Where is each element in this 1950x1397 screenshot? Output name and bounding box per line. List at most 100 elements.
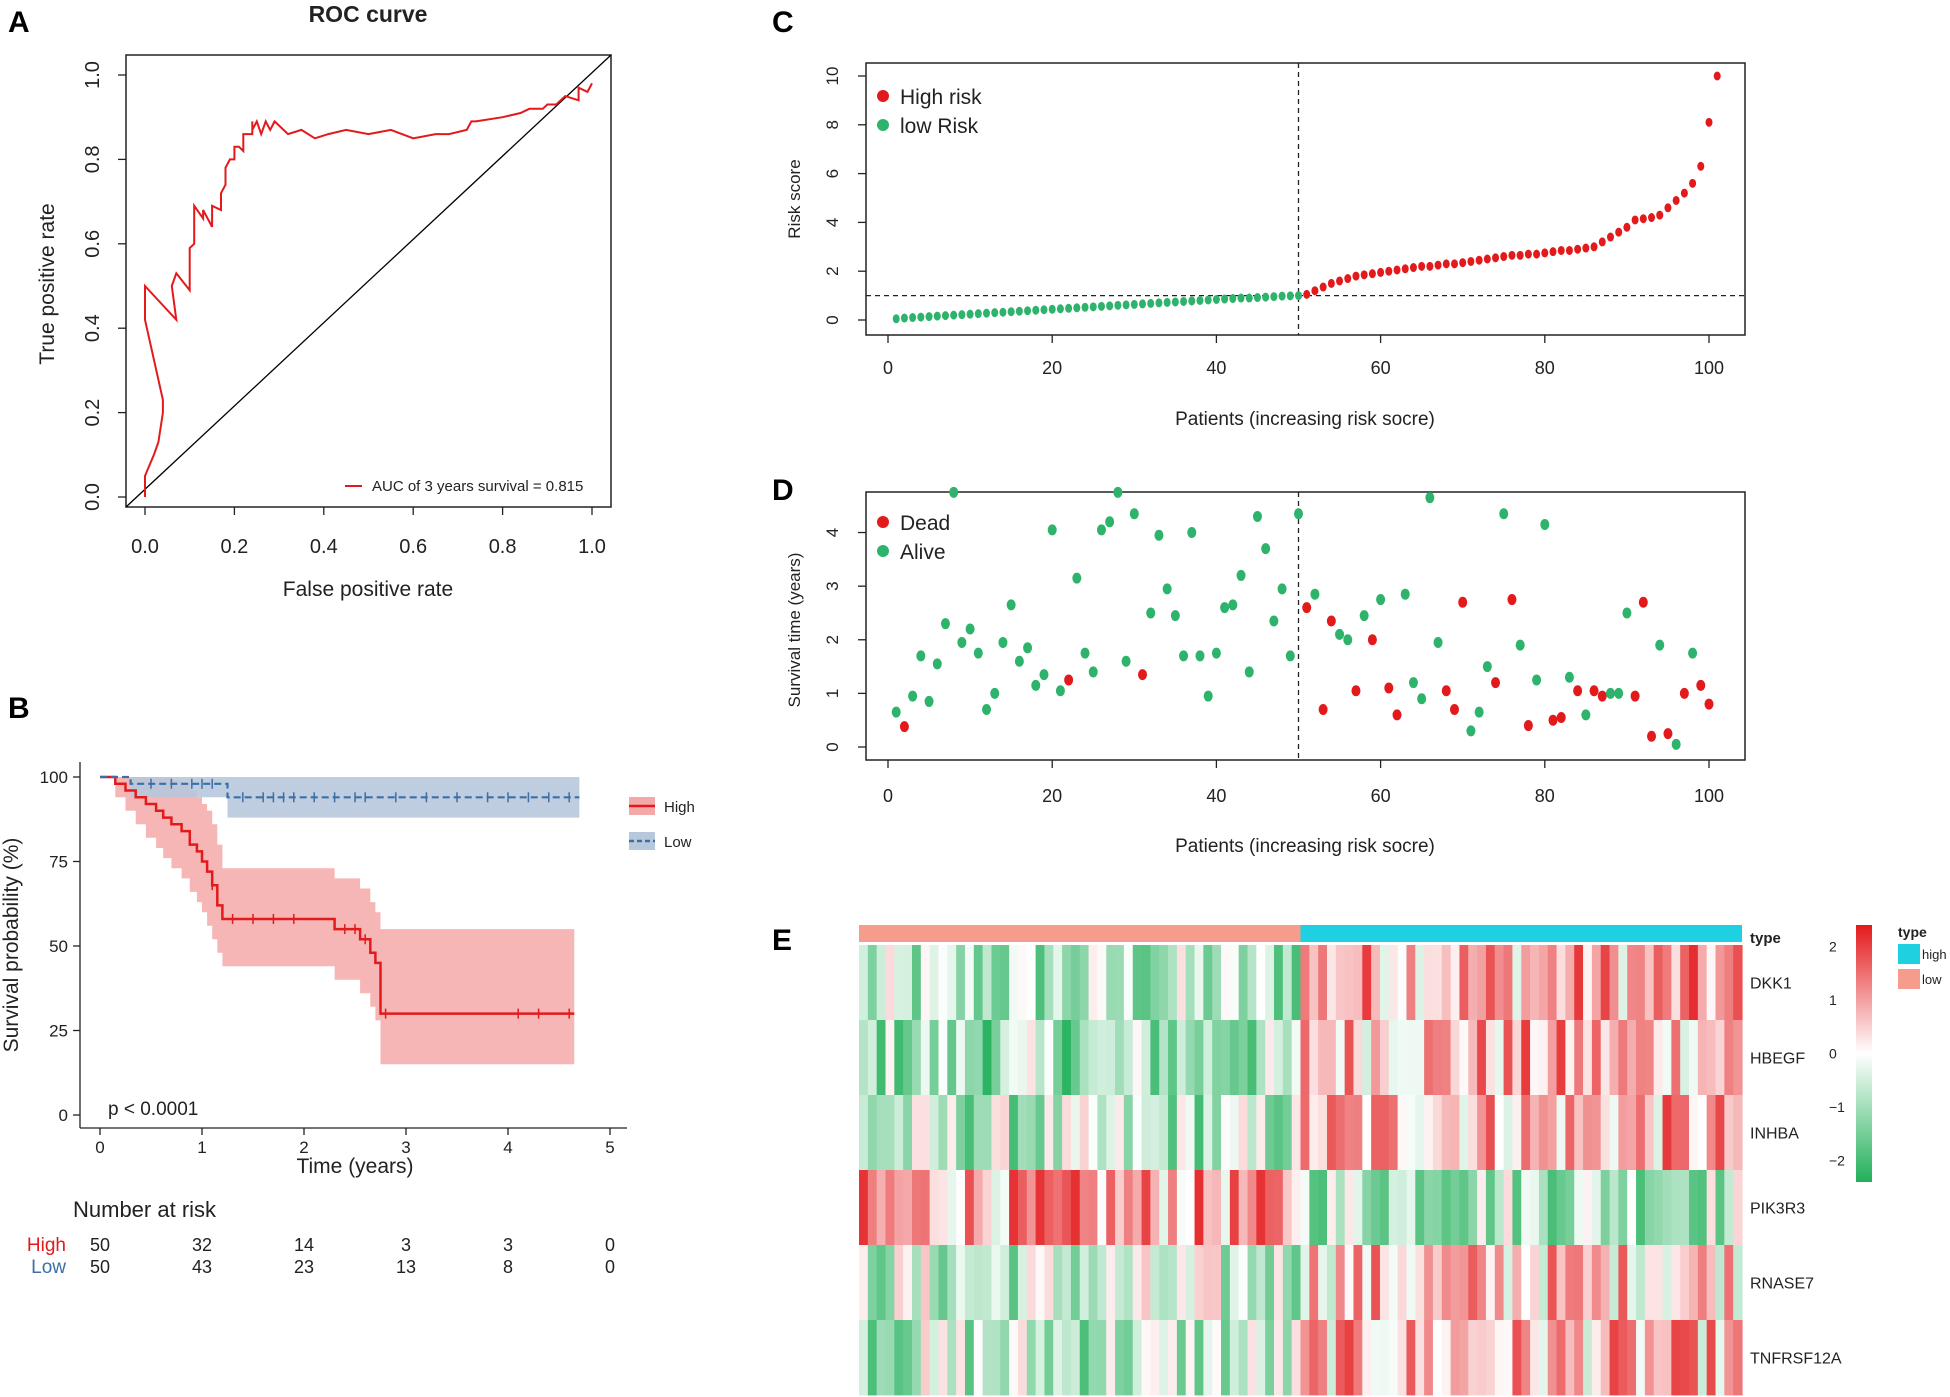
survival-point-dead: [1318, 703, 1328, 715]
heatmap-cell: [1000, 1170, 1010, 1246]
survival-point-alive: [1400, 588, 1410, 600]
heatmap-cell: [885, 1245, 895, 1321]
heatmap-cell: [1618, 1095, 1628, 1171]
heatmap-cell: [1574, 1170, 1584, 1246]
heatmap-cell: [1062, 1170, 1072, 1246]
heatmap-cell: [1371, 1170, 1381, 1246]
roc-y-tick-label: 0.6: [82, 230, 104, 258]
riskscore-point: [1393, 265, 1401, 275]
heatmap-cell: [1565, 1320, 1575, 1396]
risk-count-low: 23: [294, 1257, 314, 1277]
riskscore-point: [1344, 274, 1352, 284]
survival-y-label: Survival time (years): [785, 553, 804, 708]
heatmap-cell: [1441, 1095, 1452, 1171]
heatmap-cell: [1653, 945, 1664, 1021]
heatmap-cell: [1238, 945, 1249, 1021]
heatmap-cell: [1362, 945, 1372, 1021]
survival-point-dead: [1351, 685, 1361, 697]
heatmap-cell: [911, 1320, 922, 1396]
heatmap-cell: [1618, 945, 1628, 1021]
heatmap-cell: [1026, 1170, 1037, 1246]
survival-point-dead: [1679, 687, 1689, 699]
km-y-ticks: 0 25 50 75 100: [40, 768, 80, 1125]
survival-legend-dead-label: Dead: [900, 512, 950, 535]
heatmap-cell: [1406, 1170, 1416, 1246]
heatmap-cell: [1035, 1095, 1046, 1171]
heatmap-cell: [1123, 1320, 1134, 1396]
heatmap-scale-ticks: 2 1 0 −1 −2: [1829, 938, 1845, 1168]
heatmap-cell: [1238, 1170, 1249, 1246]
survival-point-alive: [1088, 666, 1098, 678]
riskscore-point: [1204, 295, 1212, 305]
heatmap-cell: [1256, 1320, 1266, 1396]
heatmap-cell: [1362, 1245, 1372, 1321]
heatmap-cell: [1733, 945, 1743, 1021]
heatmap-cell: [1203, 1095, 1213, 1171]
heatmap-cell: [1300, 945, 1310, 1021]
heatmap-cell: [1556, 945, 1566, 1021]
heatmap-cell: [1397, 945, 1408, 1021]
riskscore-point: [1065, 303, 1073, 313]
heatmap-cell: [1512, 1170, 1522, 1246]
survival-point-dead: [1704, 698, 1714, 710]
heatmap-cell: [1706, 1095, 1717, 1171]
heatmap-cell: [1432, 1095, 1443, 1171]
heatmap-cell: [1256, 1170, 1266, 1246]
heatmap-cell: [1344, 1020, 1355, 1096]
heatmap-cell: [1397, 1320, 1408, 1396]
heatmap-legend-title: type: [1898, 924, 1927, 940]
survival-point-alive: [1105, 516, 1115, 528]
risk-count-high: 50: [90, 1235, 110, 1255]
heatmap-cell: [1627, 1170, 1637, 1246]
heatmap-cell: [1636, 1020, 1646, 1096]
roc-y-tick-label: 0.8: [82, 145, 104, 173]
riskscore-point: [1212, 295, 1220, 305]
survival-x-tick-label: 100: [1694, 786, 1724, 806]
heatmap-cell: [1627, 1320, 1637, 1396]
survival-point-alive: [1310, 588, 1320, 600]
riskscore-point: [1360, 270, 1368, 280]
survival-plot-frame: [865, 491, 1746, 761]
heatmap-cell: [1212, 945, 1222, 1021]
heatmap-cell: [1574, 1020, 1584, 1096]
heatmap-cell: [1035, 1320, 1046, 1396]
riskscore-point: [1418, 261, 1426, 271]
heatmap-cell: [1379, 1245, 1390, 1321]
heatmap-cell: [1706, 945, 1717, 1021]
riskscore-point: [1319, 282, 1327, 292]
survival-point-alive: [1408, 677, 1418, 689]
heatmap-cell: [1247, 1320, 1257, 1396]
heatmap-cell: [1291, 1320, 1302, 1396]
heatmap-cell: [867, 1245, 878, 1321]
survival-point-alive: [1228, 599, 1238, 611]
heatmap-cell: [1556, 1320, 1566, 1396]
survival-point-alive: [1031, 679, 1041, 691]
riskscore-x-axis: 0 20 40 60 80 100: [883, 335, 1724, 378]
heatmap-cell: [1132, 1020, 1143, 1096]
heatmap-cell: [1291, 945, 1302, 1021]
heatmap-cell: [1168, 1170, 1178, 1246]
heatmap-cell: [1150, 1245, 1160, 1321]
heatmap-cell: [964, 1245, 975, 1321]
survival-point-alive: [998, 636, 1008, 648]
heatmap-cell: [1503, 1320, 1514, 1396]
heatmap-cell: [1335, 1170, 1346, 1246]
heatmap-cell: [1079, 945, 1090, 1021]
heatmap-cell: [1450, 1095, 1461, 1171]
riskscore-point: [1336, 276, 1344, 286]
heatmap-cell: [1088, 1320, 1099, 1396]
heatmap-cell: [1282, 1020, 1293, 1096]
heatmap-cell: [991, 1020, 1001, 1096]
survival-point-alive: [1039, 669, 1049, 681]
heatmap-cell: [1203, 1245, 1213, 1321]
heatmap-cell: [1406, 1320, 1416, 1396]
roc-y-tick-label: 0.4: [82, 314, 104, 342]
survival-point-alive: [1080, 647, 1090, 659]
heatmap-cell: [876, 1320, 887, 1396]
survival-point-alive: [908, 690, 918, 702]
heatmap-cell: [1574, 1245, 1584, 1321]
heatmap-cell: [1185, 1020, 1196, 1096]
heatmap-cell: [859, 1095, 869, 1171]
heatmap-cell: [1494, 1245, 1505, 1321]
heatmap-cell: [1123, 1095, 1134, 1171]
